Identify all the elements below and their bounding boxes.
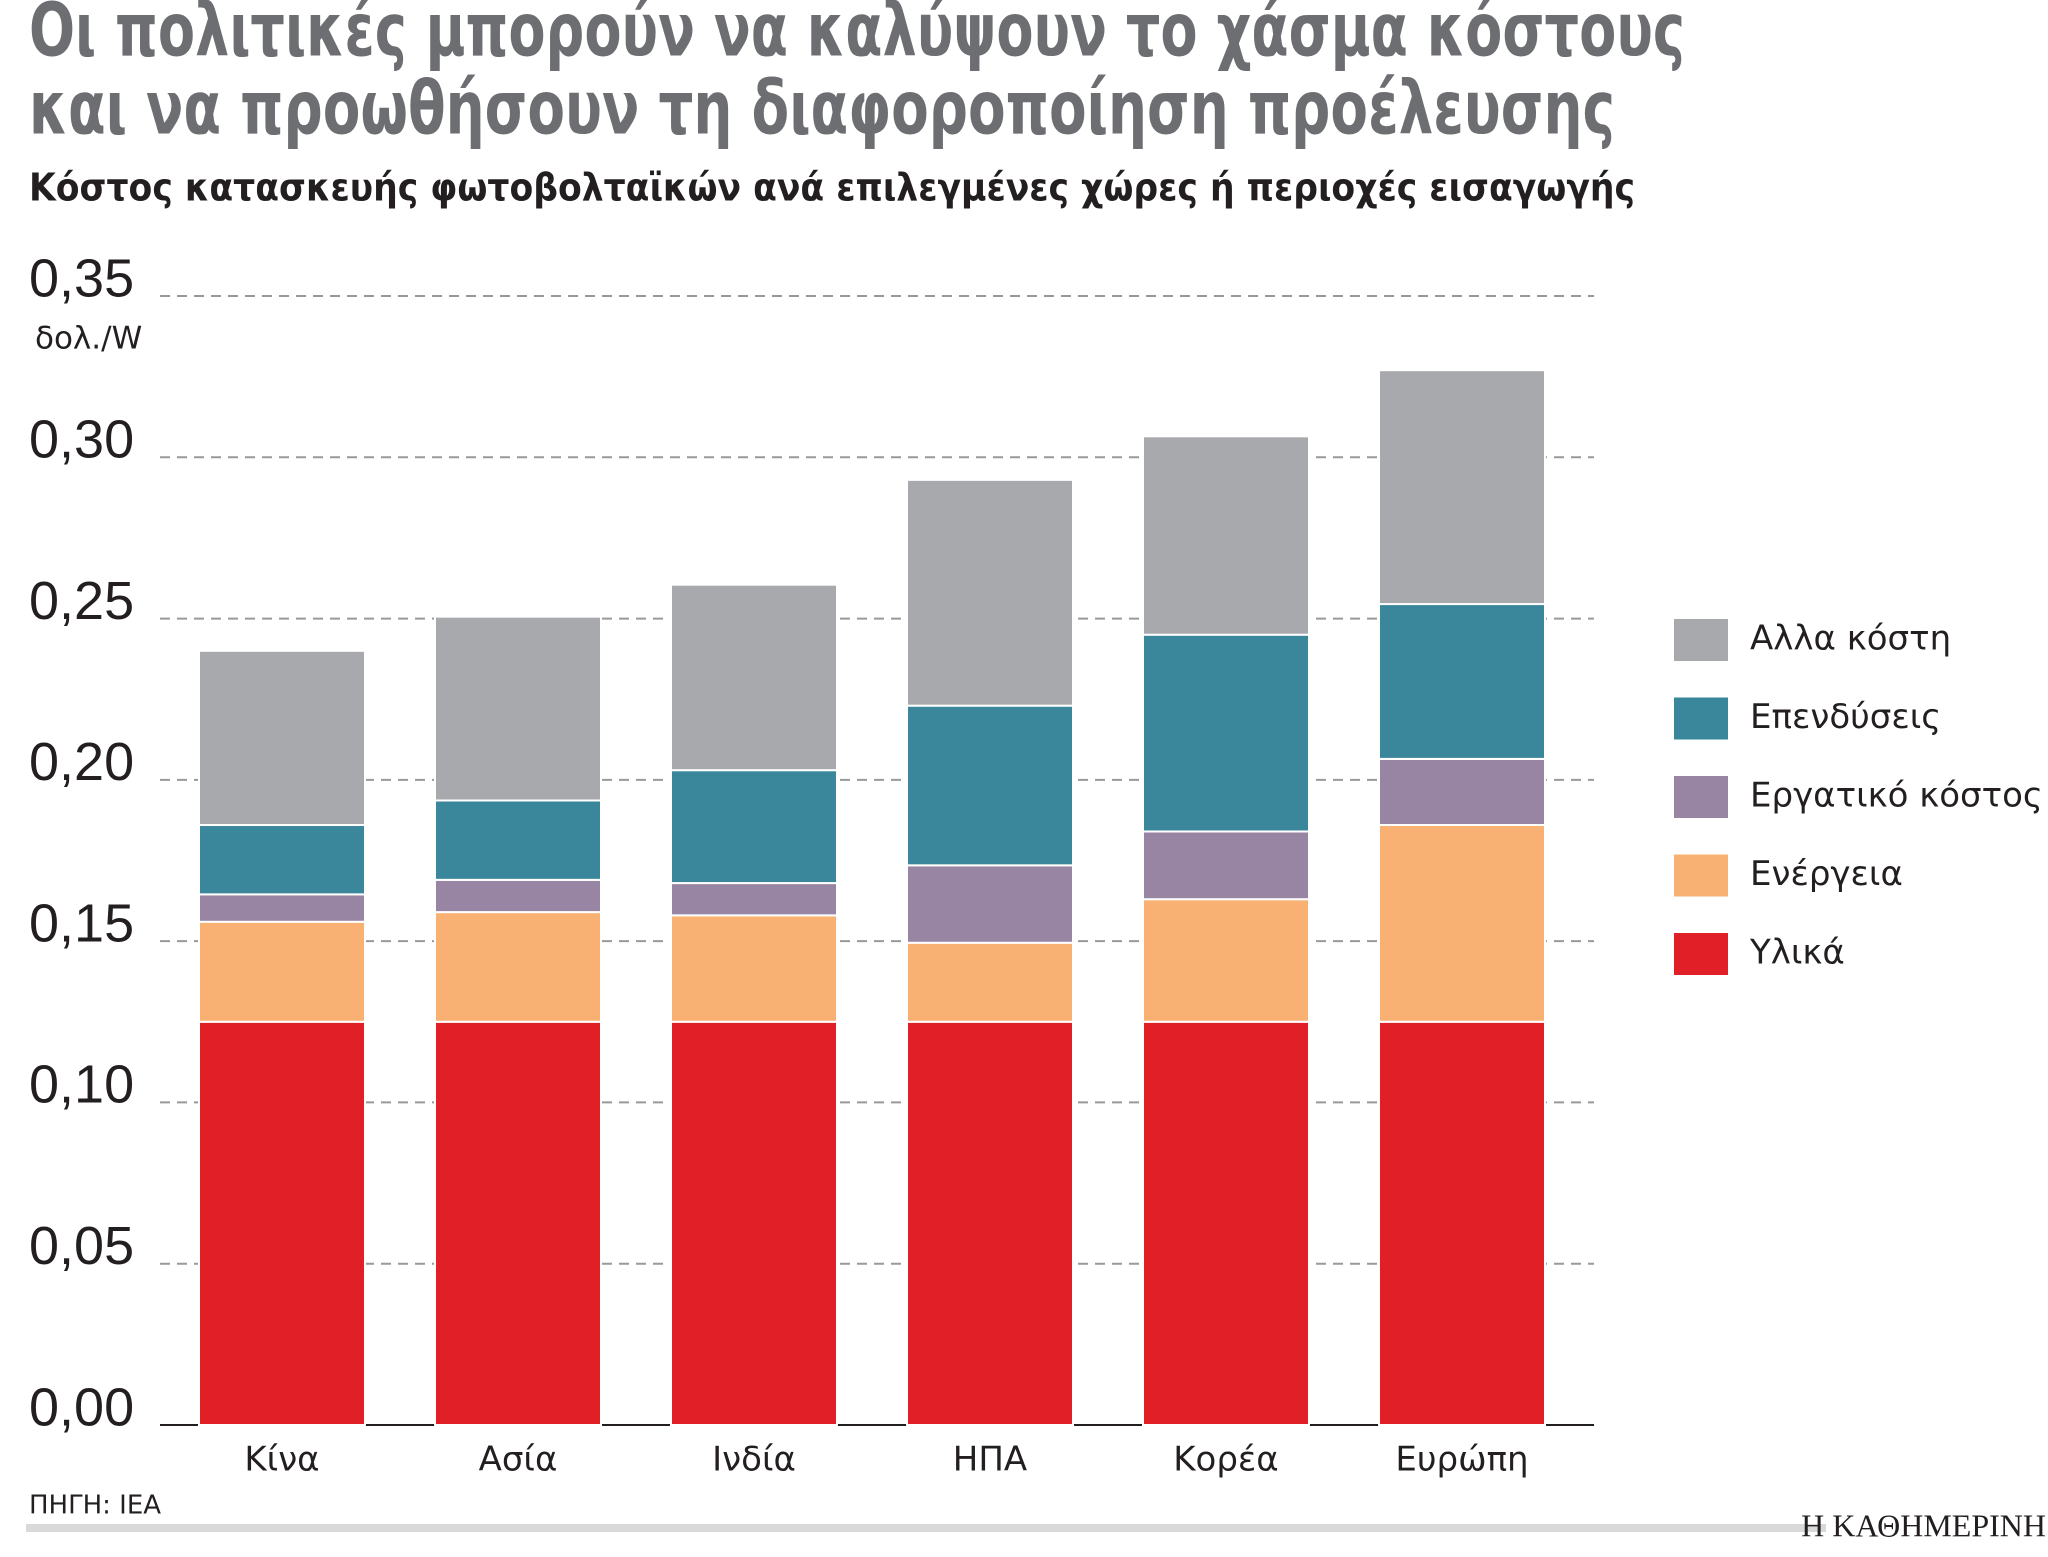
bar-segment bbox=[906, 864, 1074, 944]
bar-segment bbox=[434, 1020, 602, 1426]
bar-segment bbox=[1378, 1020, 1546, 1426]
bar-segment bbox=[906, 941, 1074, 1023]
legend-swatch bbox=[1674, 854, 1728, 897]
chart-title: και να προωθήσουν τη διαφοροποίηση προέλ… bbox=[29, 66, 1615, 152]
bar-segment bbox=[434, 878, 602, 914]
bar-segment bbox=[1378, 824, 1546, 1023]
bar-segment bbox=[670, 769, 838, 885]
legend-label: Εργατικό κόστος bbox=[1750, 776, 2043, 816]
y-tick-label: 0,25 bbox=[29, 571, 134, 631]
bar-segment bbox=[198, 824, 366, 896]
source: ΠΗΓΗ: IEA bbox=[29, 1491, 161, 1521]
bar-segment bbox=[1378, 369, 1546, 606]
bar-segment bbox=[198, 920, 366, 1023]
x-tick-label: Ευρώπη bbox=[1395, 1440, 1528, 1480]
legend-label: Ενέργεια bbox=[1750, 854, 1903, 894]
legend-swatch bbox=[1674, 933, 1728, 975]
bar-segment bbox=[1142, 1020, 1310, 1426]
bar-segment bbox=[906, 478, 1074, 707]
bar-segment bbox=[670, 882, 838, 917]
y-tick-label: 0,00 bbox=[29, 1377, 134, 1437]
bar-segment bbox=[198, 649, 366, 827]
y-tick-label: 0,15 bbox=[29, 893, 134, 953]
x-tick-label: Κίνα bbox=[244, 1440, 319, 1480]
bar-segment bbox=[1378, 757, 1546, 827]
legend-swatch bbox=[1674, 776, 1728, 818]
y-tick-label: 0,20 bbox=[29, 732, 134, 792]
bar-segment bbox=[1142, 830, 1310, 901]
footer-bar bbox=[26, 1524, 1826, 1532]
bar-segment bbox=[1378, 603, 1546, 760]
x-tick-label: Κορέα bbox=[1173, 1440, 1278, 1480]
x-tick-label: Ασία bbox=[479, 1440, 558, 1480]
bar-segment bbox=[670, 583, 838, 772]
bar-segment bbox=[434, 911, 602, 1023]
legend-label: Επενδύσεις bbox=[1750, 697, 1941, 737]
y-tick-label: 0,30 bbox=[29, 410, 134, 470]
legend-label: Αλλα κόστη bbox=[1750, 619, 1951, 659]
bar-segment bbox=[1142, 435, 1310, 636]
legend-swatch bbox=[1674, 697, 1728, 740]
bar-segment bbox=[670, 914, 838, 1023]
chart-subtitle: Κόστος κατασκευής φωτοβολταϊκών ανά επιλ… bbox=[29, 166, 1635, 210]
bar-segment bbox=[434, 799, 602, 881]
legend-label: Υλικά bbox=[1749, 933, 1845, 973]
x-tick-label: Ινδία bbox=[712, 1440, 796, 1480]
bar-segment bbox=[198, 893, 366, 923]
bar-segment bbox=[434, 615, 602, 802]
y-tick-label: 0,35 bbox=[29, 248, 134, 308]
chart-title: Οι πολιτικές μπορούν να καλύψουν το χάσμ… bbox=[29, 0, 1685, 74]
bar-segment bbox=[670, 1020, 838, 1426]
y-unit: δολ./W bbox=[35, 321, 142, 357]
brand: Η ΚΑΘΗΜΕΡΙΝΗ bbox=[1801, 1507, 2046, 1543]
bar-segment bbox=[1142, 898, 1310, 1023]
bar-segment bbox=[906, 704, 1074, 867]
legend-swatch bbox=[1674, 619, 1728, 661]
x-tick-label: ΗΠΑ bbox=[953, 1440, 1027, 1480]
bar-segment bbox=[1142, 633, 1310, 833]
bar-segment bbox=[198, 1020, 366, 1426]
bar-segment bbox=[906, 1020, 1074, 1426]
y-tick-label: 0,10 bbox=[29, 1055, 134, 1115]
y-tick-label: 0,05 bbox=[29, 1216, 134, 1276]
